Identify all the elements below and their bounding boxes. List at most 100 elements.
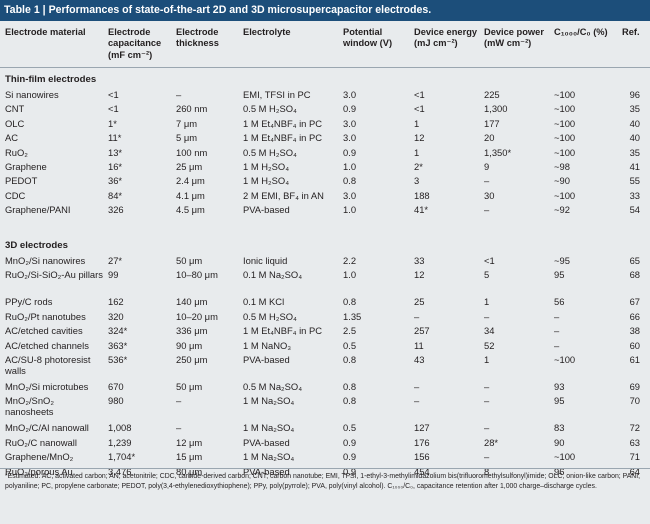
cell-power: – (484, 175, 490, 187)
cell-power: – (484, 204, 490, 216)
cell-ret: ~100 (554, 354, 576, 365)
cell-name: PPy/C rods (5, 296, 53, 308)
section-label: 3D electrodes (5, 240, 68, 251)
cell-win: 3.0 (343, 117, 357, 129)
cell-win: 1.35 (343, 310, 362, 322)
header-energy: Device energy (mJ cm⁻²) (414, 27, 478, 49)
cell-name: Graphene (5, 161, 47, 172)
cell-elec: 1 M Na₂SO₄ (243, 395, 295, 407)
cell-energy: 176 (414, 436, 430, 448)
cell-elec: 1 M NaNO₃ (243, 339, 292, 351)
cell-ref: 68 (629, 269, 640, 281)
cell-name: RuO₂/C nanowall (5, 436, 77, 448)
cell-ref: 61 (629, 354, 640, 365)
table-panel: Electrode material Electrode capacitance… (0, 21, 650, 524)
cell-win: 3.0 (343, 189, 357, 201)
table-footnote: *Estimated. AC, activated carbon; AN, ac… (5, 473, 641, 490)
cell-thick: 5 μm (176, 132, 198, 144)
cell-win: 0.8 (343, 354, 357, 365)
cell-energy: 2* (414, 161, 423, 172)
cell-power: – (484, 381, 490, 392)
cell-name: MnO₂/C/Al nanowall (5, 422, 89, 434)
cell-name: AC/etched channels (5, 339, 89, 351)
cell-thick: 25 μm (176, 161, 203, 172)
cell-power: 52 (484, 339, 495, 351)
cell-name: Graphene/MnO₂ (5, 451, 74, 463)
cell-energy: 454 (414, 465, 430, 477)
cell-energy: 41* (414, 204, 429, 216)
cell-energy: 127 (414, 422, 430, 434)
cell-cap: 11* (108, 132, 122, 144)
cell-power: – (484, 310, 490, 322)
cell-name: RuO₂/porous Au (5, 465, 73, 477)
section-label: Thin-film electrodes (5, 74, 97, 85)
cell-cap: 670 (108, 381, 124, 392)
cell-energy: 257 (414, 325, 430, 337)
cell-cap: 162 (108, 296, 124, 308)
table-title: Table 1 | Performances of state-of-the-a… (0, 0, 650, 21)
cell-name: MnO₂/SnO₂ nanosheets (5, 395, 54, 418)
cell-energy: 25 (414, 296, 425, 308)
cell-win: 0.8 (343, 381, 357, 392)
cell-elec: 2 M EMI, BF₄ in AN (243, 189, 324, 201)
cell-power: 5 (484, 269, 490, 281)
cell-elec: PVA-based (243, 204, 290, 216)
cell-energy: 11 (414, 339, 424, 351)
cell-elec: 1 M Na₂SO₄ (243, 422, 295, 434)
cell-ret: 95 (554, 395, 565, 407)
cell-energy: <1 (414, 89, 425, 100)
cell-power: 28* (484, 436, 499, 448)
cell-thick: 4.1 μm (176, 189, 205, 201)
cell-power: – (484, 451, 490, 463)
cell-win: 2.5 (343, 325, 357, 337)
cell-ret: – (554, 325, 560, 337)
cell-win: 2.2 (343, 255, 357, 266)
cell-ref: 54 (629, 204, 640, 216)
cell-ret: 56 (554, 296, 565, 308)
cell-win: 1.0 (343, 204, 357, 216)
cell-elec: 0.5 M H₂SO₄ (243, 310, 297, 322)
cell-power: 9 (484, 161, 490, 172)
cell-cap: 324* (108, 325, 128, 337)
header-rule (0, 67, 650, 68)
cell-elec: 0.5 M H₂SO₄ (243, 146, 297, 158)
cell-energy: – (414, 395, 420, 407)
cell-win: 3.0 (343, 132, 357, 144)
cell-elec: 1 M H₂SO₄ (243, 161, 290, 172)
cell-cap: 536* (108, 354, 128, 365)
header-electrolyte: Electrolyte (243, 27, 291, 37)
header-retention: C₁₀₀₀/C₀ (%) (554, 27, 608, 37)
cell-thick: 260 nm (176, 103, 208, 115)
cell-cap: 84* (108, 189, 123, 201)
header-power: Device power (mW cm⁻²) (484, 27, 544, 49)
cell-ret: ~90 (554, 175, 570, 187)
cell-name: MnO₂/Si microtubes (5, 381, 89, 392)
cell-power: 20 (484, 132, 495, 144)
cell-thick: – (176, 395, 182, 407)
cell-cap: 16* (108, 161, 123, 172)
cell-win: 0.8 (343, 296, 357, 308)
cell-energy: 3 (414, 175, 420, 187)
cell-ref: 60 (629, 339, 640, 351)
cell-ref: 55 (629, 175, 640, 187)
cell-ref: 67 (629, 296, 640, 308)
cell-ref: 40 (629, 117, 640, 129)
header-ref: Ref. (622, 27, 640, 37)
cell-elec: Ionic liquid (243, 255, 288, 266)
cell-thick: 50 μm (176, 381, 203, 392)
cell-energy: 188 (414, 189, 430, 201)
cell-elec: 0.5 M H₂SO₄ (243, 103, 297, 115)
cell-thick: 15 μm (176, 451, 203, 463)
cell-win: 0.9 (343, 465, 357, 477)
cell-cap: 320 (108, 310, 124, 322)
cell-ref: 38 (629, 325, 640, 337)
header-material: Electrode material (5, 27, 86, 37)
cell-win: 0.9 (343, 103, 357, 115)
cell-energy: 1 (414, 146, 420, 158)
cell-name: MnO₂/Si nanowires (5, 255, 86, 266)
header-capacitance: Electrode capacitance (mF cm⁻²) (108, 27, 162, 60)
cell-ref: 35 (629, 146, 640, 158)
cell-cap: 1,704* (108, 451, 136, 463)
cell-ret: ~100 (554, 89, 576, 100)
cell-energy: – (414, 381, 420, 392)
